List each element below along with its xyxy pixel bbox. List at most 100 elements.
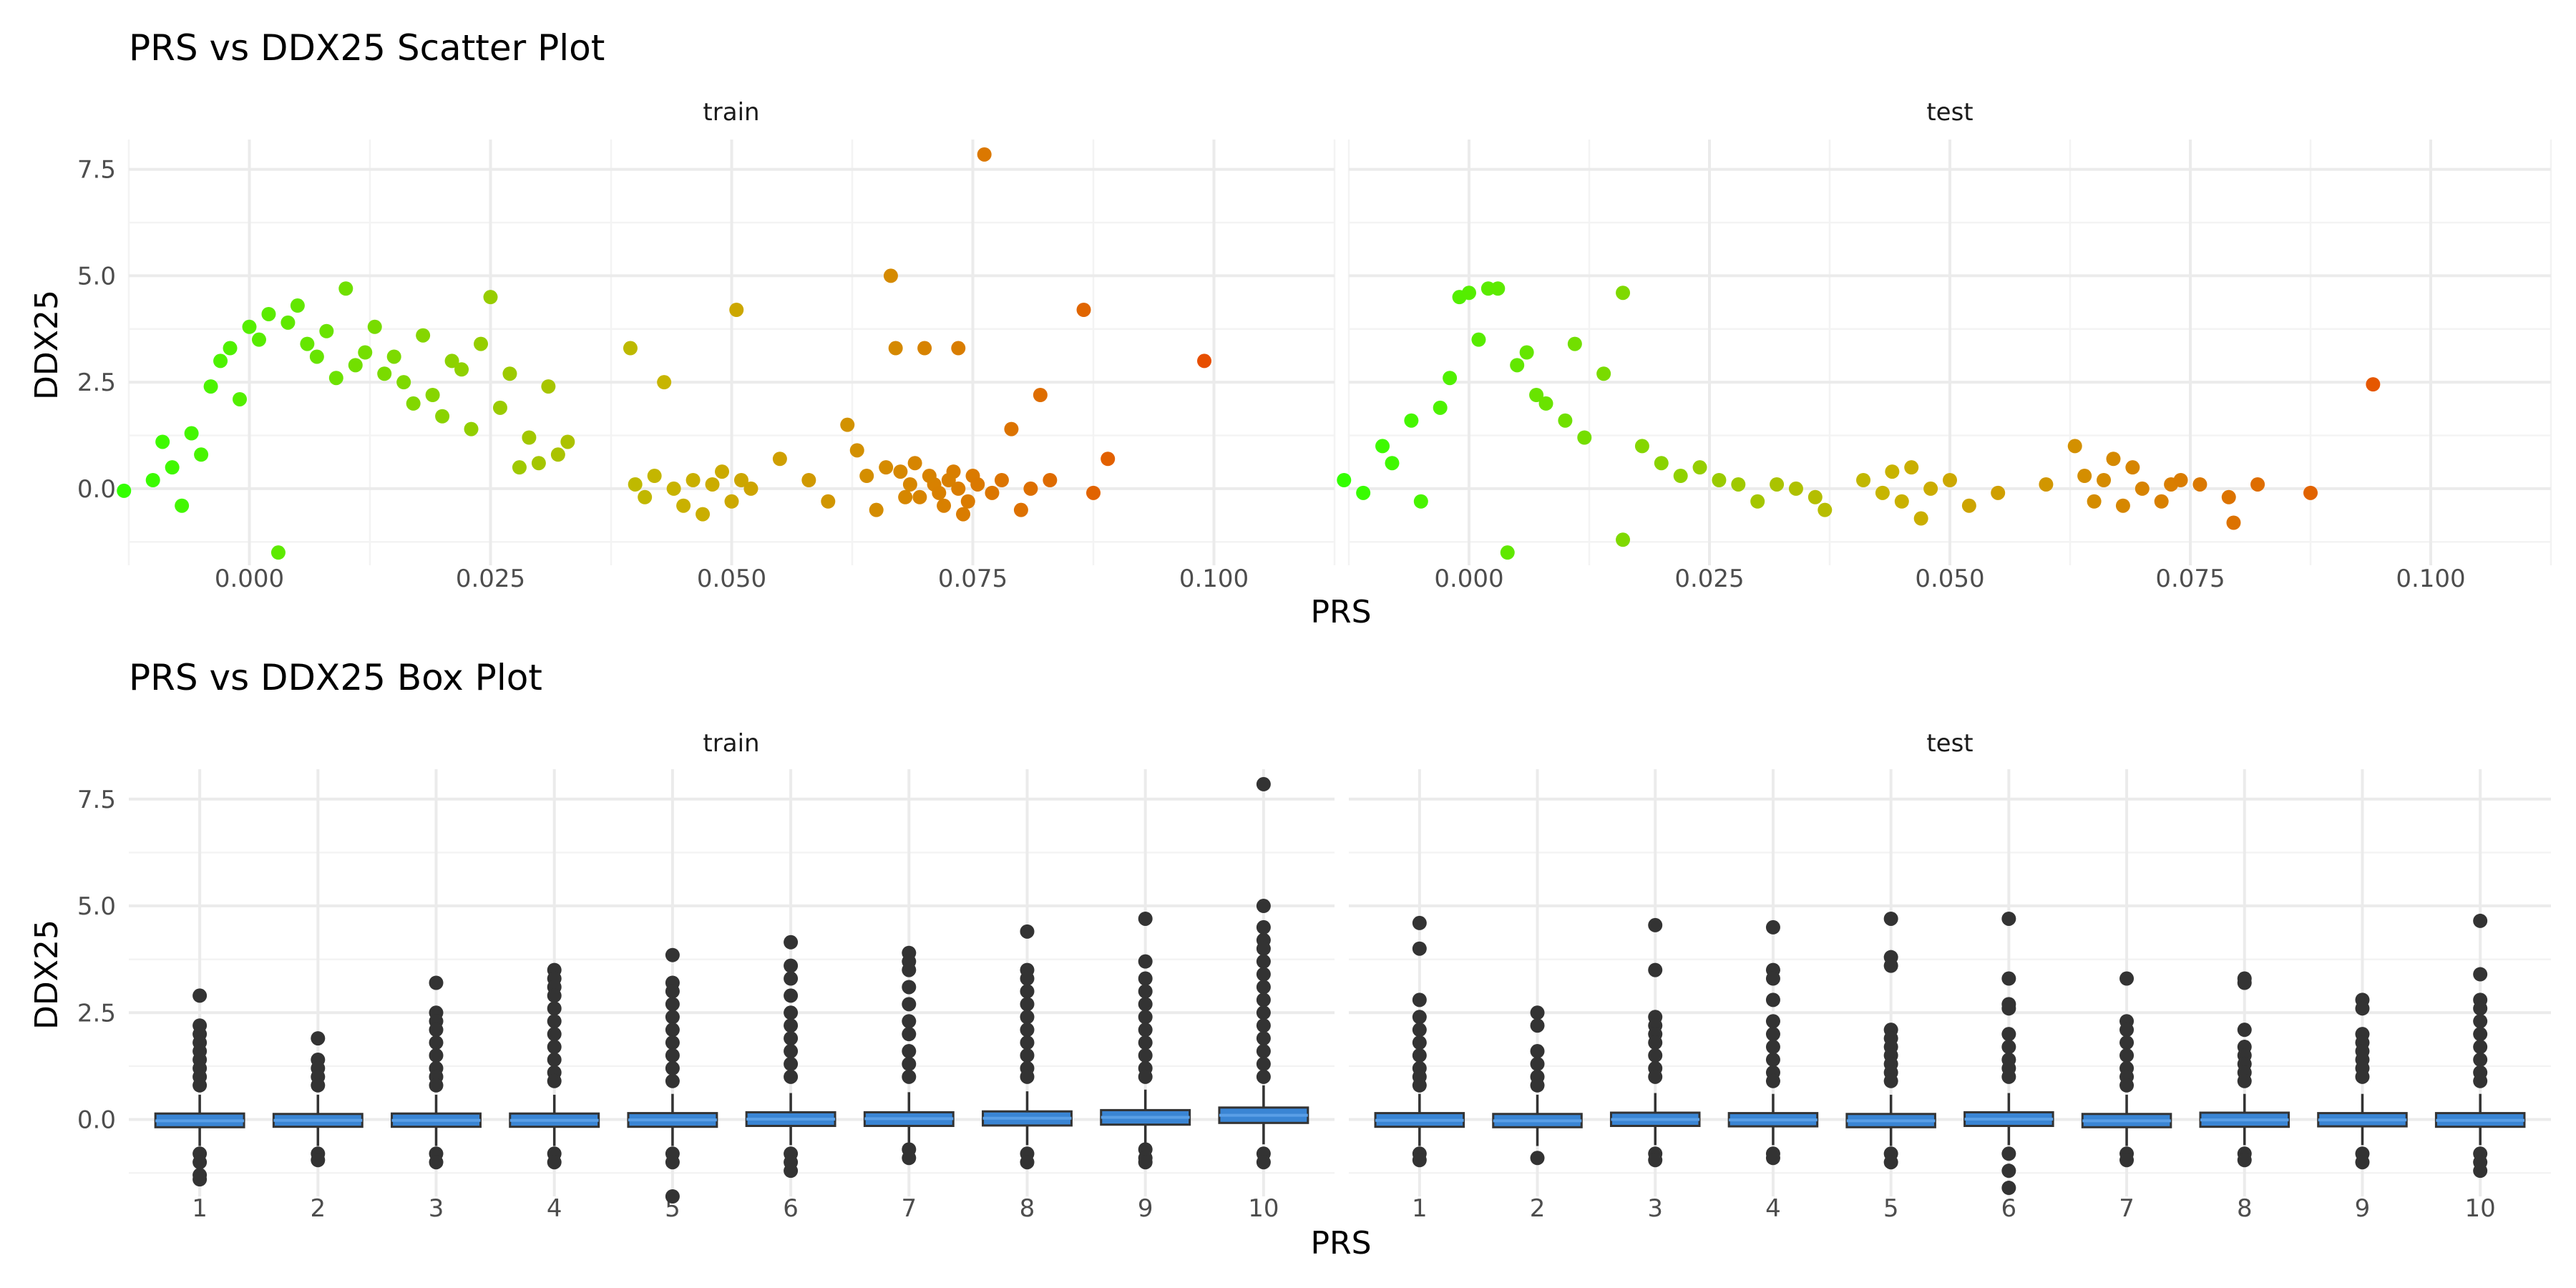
- box-outlier: [2001, 1027, 2016, 1042]
- box-outlier: [1412, 1048, 1427, 1063]
- box-outlier: [429, 1023, 444, 1038]
- scatter-point: [676, 498, 691, 513]
- scatter-point: [2125, 460, 2140, 475]
- box-outlier: [1648, 917, 1663, 932]
- scatter-point: [1913, 511, 1928, 526]
- box-outlier: [1883, 911, 1898, 926]
- scatter-point: [1596, 366, 1611, 381]
- box-outlier: [1765, 1151, 1780, 1166]
- scatter-point: [666, 481, 681, 496]
- box-outlier: [2237, 1073, 2252, 1088]
- box-outlier: [1412, 1010, 1427, 1025]
- scatter-point: [1337, 473, 1352, 487]
- scatter-point: [2115, 498, 2130, 513]
- scatter-point: [888, 341, 903, 356]
- scatter-point: [1086, 485, 1101, 500]
- scatter-point: [898, 489, 913, 504]
- box-outlier: [2119, 1023, 2135, 1038]
- scatter-point: [358, 345, 373, 360]
- box-panel-train: 1 2 3 4 5 6 7 8 9 100.02.55.07.5: [77, 769, 1335, 1223]
- box-outlier: [2473, 913, 2488, 928]
- box-outlier: [1765, 992, 1780, 1008]
- scatter-x-tick-label: 0.050: [697, 565, 766, 593]
- scatter-point: [1197, 353, 1212, 369]
- box-outlier: [1412, 915, 1427, 930]
- box-outlier: [1412, 1078, 1427, 1093]
- scatter-point: [280, 315, 296, 330]
- box-outlier: [1256, 1018, 1271, 1033]
- scatter-point: [1491, 281, 1506, 296]
- box-outlier: [192, 988, 208, 1003]
- scatter-point: [883, 268, 898, 283]
- box-x-tick-label: 3: [1647, 1194, 1663, 1223]
- box-outlier: [547, 1027, 562, 1042]
- box-outlier: [429, 1155, 444, 1170]
- box-outlier: [1138, 954, 1153, 969]
- box-outlier: [1020, 997, 1035, 1012]
- scatter-point: [859, 469, 874, 484]
- box-outlier: [1530, 1151, 1545, 1166]
- box-outlier: [1020, 924, 1035, 939]
- scatter-panel-test: 0.000 0.025 0.050 0.075 0.100: [1337, 140, 2552, 593]
- scatter-point: [2154, 494, 2169, 509]
- box-plot-title: PRS vs DDX25 Box Plot: [129, 657, 542, 698]
- box-outlier: [2001, 1040, 2016, 1055]
- scatter-point: [1013, 502, 1028, 517]
- box-outlier: [547, 1040, 562, 1055]
- box-4: [509, 962, 600, 1170]
- box-x-tick-label: 1: [192, 1194, 208, 1223]
- scatter-point: [2097, 473, 2112, 487]
- box-outlier: [1765, 919, 1780, 935]
- box-10: [1218, 776, 1309, 1170]
- box-outlier: [1256, 941, 1271, 956]
- box-x-tick-label: 6: [2001, 1194, 2017, 1223]
- scatter-point: [1385, 456, 1400, 471]
- scatter-point: [2303, 485, 2318, 500]
- scatter-point: [319, 323, 334, 338]
- scatter-point: [184, 426, 199, 441]
- box-x-tick-label: 7: [2119, 1194, 2135, 1223]
- scatter-point: [1904, 460, 1919, 475]
- scatter-point: [623, 341, 638, 356]
- box-outlier: [1138, 1010, 1153, 1025]
- scatter-point: [1433, 400, 1448, 415]
- scatter-point: [1770, 477, 1785, 492]
- scatter-point: [977, 147, 992, 162]
- scatter-point: [2135, 481, 2150, 496]
- scatter-point: [1788, 481, 1803, 496]
- scatter-point: [705, 477, 720, 492]
- box-outlier: [1138, 1069, 1153, 1084]
- box-outlier: [2473, 1001, 2488, 1016]
- scatter-x-tick-label: 0.025: [1674, 565, 1744, 593]
- scatter-strip-train: train: [703, 98, 759, 127]
- scatter-point: [879, 460, 894, 475]
- box-outlier: [1138, 1048, 1153, 1063]
- box-3: [1609, 917, 1701, 1168]
- scatter-point: [309, 349, 324, 364]
- scatter-point: [242, 319, 257, 334]
- scatter-x-tick-label: 0.100: [2396, 565, 2465, 593]
- scatter-point: [1577, 430, 1592, 445]
- box-x-tick-label: 4: [547, 1194, 562, 1223]
- box-outlier: [429, 1048, 444, 1063]
- box-outlier: [1256, 954, 1271, 969]
- scatter-point: [893, 464, 908, 479]
- box-outlier: [1648, 1069, 1663, 1084]
- scatter-point: [985, 485, 1000, 500]
- scatter-point: [367, 319, 382, 334]
- scatter-point: [647, 469, 662, 484]
- scatter-point: [464, 421, 479, 436]
- box-outlier: [1648, 1048, 1663, 1063]
- box-outlier: [1256, 919, 1271, 935]
- scatter-point: [2173, 473, 2188, 487]
- box-panel-test: 1 2 3 4 5 6 7 8 9 10: [1349, 769, 2551, 1223]
- scatter-point: [416, 328, 431, 343]
- box-outlier: [902, 1014, 917, 1029]
- box-x-tick-label: 2: [1530, 1194, 1546, 1223]
- scatter-point: [396, 375, 411, 390]
- box-outlier: [2237, 1153, 2252, 1168]
- box-x-tick-label: 4: [1765, 1194, 1781, 1223]
- scatter-point: [1101, 452, 1116, 467]
- scatter-point: [869, 502, 884, 517]
- scatter-point: [733, 473, 748, 487]
